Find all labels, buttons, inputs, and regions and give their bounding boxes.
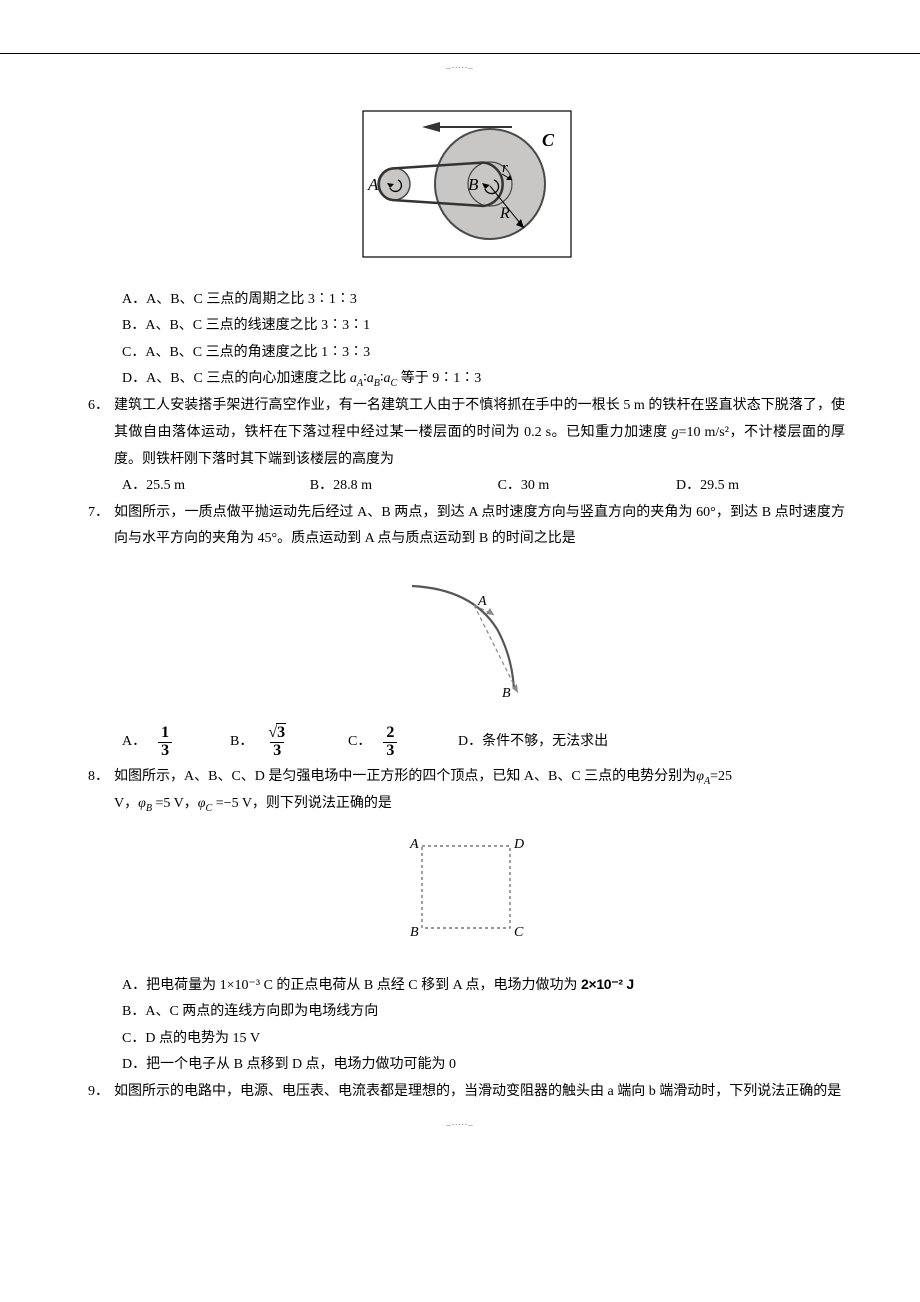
q5d-post: 等于 9∶1∶3 [397,371,481,386]
q8-num: 8． [88,764,114,791]
svg-text:C: C [514,925,524,940]
q8-body: 如图所示，A、B、C、D 是匀强电场中一正方形的四个顶点，已知 A、B、C 三点… [114,764,845,791]
svg-text:R: R [499,205,510,222]
svg-text:B: B [410,925,419,940]
q7-opts: A． 13 B． √33 C． 23 D．条件不够，无法求出 [88,725,845,760]
q5-opt-d: D．A、B、C 三点的向心加速度之比 aA∶aB∶aC 等于 9∶1∶3 [88,366,845,393]
q9-body: 如图所示的电路中，电源、电压表、电流表都是理想的，当滑动变阻器的触头由 a 端向… [114,1079,845,1106]
svg-text:C: C [542,130,555,150]
q7-c: C． 23 [348,725,458,760]
q8-svg: A D B C [392,828,542,946]
q7-svg: A B [402,571,532,701]
svg-text:A: A [367,175,379,194]
q5d-a2: a [367,371,374,386]
q5d-a1: a [350,371,357,386]
pulley-svg: r R A B C [362,110,572,258]
q7-figure: A B [88,571,845,712]
q8-pcp: =−5 V，则下列说法正确的是 [212,796,392,811]
q5d-sb: B [374,378,380,389]
figure-pulley: r R A B C [88,110,845,269]
q8-pbp: =5 V， [152,796,198,811]
q9: 9． 如图所示的电路中，电源、电压表、电流表都是理想的，当滑动变阻器的触头由 a… [88,1079,845,1106]
q8-figure: A D B C [88,828,845,957]
q6-b: B．28.8 m [310,473,498,500]
q8-line2: V，φB =5 V，φC =−5 V，则下列说法正确的是 [88,791,845,818]
svg-text:D: D [513,837,524,852]
q6-opts: A．25.5 m B．28.8 m C．30 m D．29.5 m [88,473,845,500]
bottom-watermark: _....._ [446,1114,473,1131]
q8-pap: =25 [710,769,732,784]
svg-text:A: A [477,594,487,609]
svg-text:B: B [468,175,479,194]
svg-text:B: B [502,686,511,701]
q7-d: D．条件不够，无法求出 [458,729,608,756]
q8-pb: φ [138,796,146,811]
q7-b-lab: B． [230,729,253,756]
q6-body: 建筑工人安装搭手架进行高空作业，有一名建筑工人由于不慎将抓在手中的一根长 5 m… [114,393,845,473]
q8-l2p: V， [114,796,138,811]
svg-text:A: A [409,837,419,852]
q7-c-lab: C． [348,729,371,756]
q7-c-n: 2 [383,725,397,742]
q7-a-n: 1 [158,725,172,742]
top-watermark: _....._ [446,57,473,74]
q7: 7． 如图所示，一质点做平抛运动先后经过 A、B 两点，到达 A 点时速度方向与… [88,500,845,553]
q8-opt-a: A．把电荷量为 1×10⁻³ C 的正点电荷从 B 点经 C 移到 A 点，电场… [88,971,845,1000]
q8-b1: 如图所示，A、B、C、D 是匀强电场中一正方形的四个顶点，已知 A、B、C 三点… [114,769,696,784]
q8-pa: φ [696,769,704,784]
q6: 6． 建筑工人安装搭手架进行高空作业，有一名建筑工人由于不慎将抓在手中的一根长 … [88,393,845,473]
top-rule [0,53,920,54]
q5-opt-a: A．A、B、C 三点的周期之比 3∶1∶3 [88,287,845,314]
q8-opt-b: B．A、C 两点的连线方向即为电场线方向 [88,999,845,1026]
q5d-a3: a [384,371,391,386]
q7-a: A． 13 [122,725,230,760]
q7-b: B． √33 [230,725,348,760]
svg-text:r: r [502,160,508,176]
q7-a-lab: A． [122,729,146,756]
q7-a-d: 3 [158,742,172,760]
q7-num: 7． [88,500,114,553]
q6-g: g [672,425,679,440]
q8-opt-c: C．D 点的电势为 15 V [88,1026,845,1053]
q8a-pre: A．把电荷量为 1×10⁻³ C 的正点电荷从 B 点经 C 移到 A 点，电场… [122,978,581,993]
q7-body: 如图所示，一质点做平抛运动先后经过 A、B 两点，到达 A 点时速度方向与竖直方… [114,500,845,553]
q7-b-n: √3 [265,725,289,742]
q5-opt-c: C．A、B、C 三点的角速度之比 1∶3∶3 [88,340,845,367]
q6-d: D．29.5 m [676,473,845,500]
q7-c-d: 3 [383,742,397,760]
q8a-val: 2×10⁻² J [581,976,634,992]
q6-num: 6． [88,393,114,473]
q5d-sa: A [357,378,363,389]
q7-b-d: 3 [270,742,284,760]
q9-num: 9． [88,1079,114,1106]
page-body: r R A B C A．A、B、C 三点的周期之比 3∶1∶3 B．A、B、C … [0,0,920,1166]
q8-opt-d: D．把一个电子从 B 点移到 D 点，电场力做功可能为 0 [88,1052,845,1079]
q5-opt-b: B．A、B、C 三点的线速度之比 3∶3∶1 [88,313,845,340]
q6-a: A．25.5 m [122,473,310,500]
q8: 8． 如图所示，A、B、C、D 是匀强电场中一正方形的四个顶点，已知 A、B、C… [88,764,845,791]
q6-c: C．30 m [498,473,676,500]
q8-pc: φ [198,796,206,811]
q5d-pre: D．A、B、C 三点的向心加速度之比 [122,371,350,386]
